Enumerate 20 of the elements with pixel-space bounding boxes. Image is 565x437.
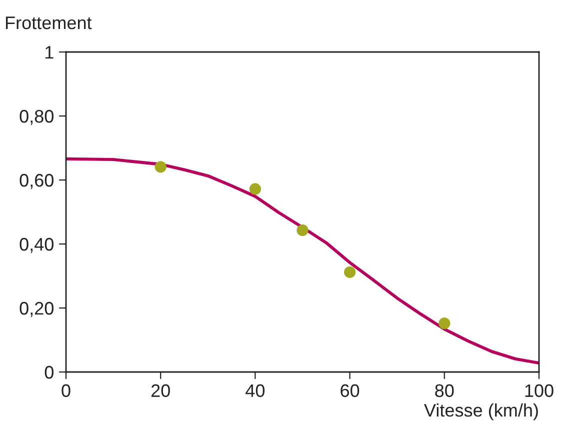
x-tick-label: 100: [525, 384, 554, 398]
line-series: [66, 157, 539, 365]
y-tick-label: 0: [44, 366, 54, 379]
x-tick-label: 80: [435, 384, 454, 398]
point: [154, 161, 166, 173]
y-tick-label: 0,60: [20, 174, 54, 189]
y-tick-label: 0,80: [20, 110, 54, 125]
y-tick-label: 0,40: [20, 238, 54, 253]
point: [438, 318, 450, 330]
point: [296, 224, 308, 236]
x-tick-label: 20: [151, 384, 170, 398]
point: [344, 266, 356, 278]
point: [249, 183, 262, 195]
x-tick-label: 0: [62, 384, 70, 398]
x-axis-title: Vitesse (km/h): [424, 403, 538, 420]
x-tick-label: 60: [340, 384, 360, 398]
y-tick-label: 1: [46, 46, 54, 59]
y-axis-title: Frottement: [6, 16, 92, 30]
x-tick-label: 40: [246, 384, 265, 398]
y-tick-label: 0,20: [20, 302, 54, 317]
